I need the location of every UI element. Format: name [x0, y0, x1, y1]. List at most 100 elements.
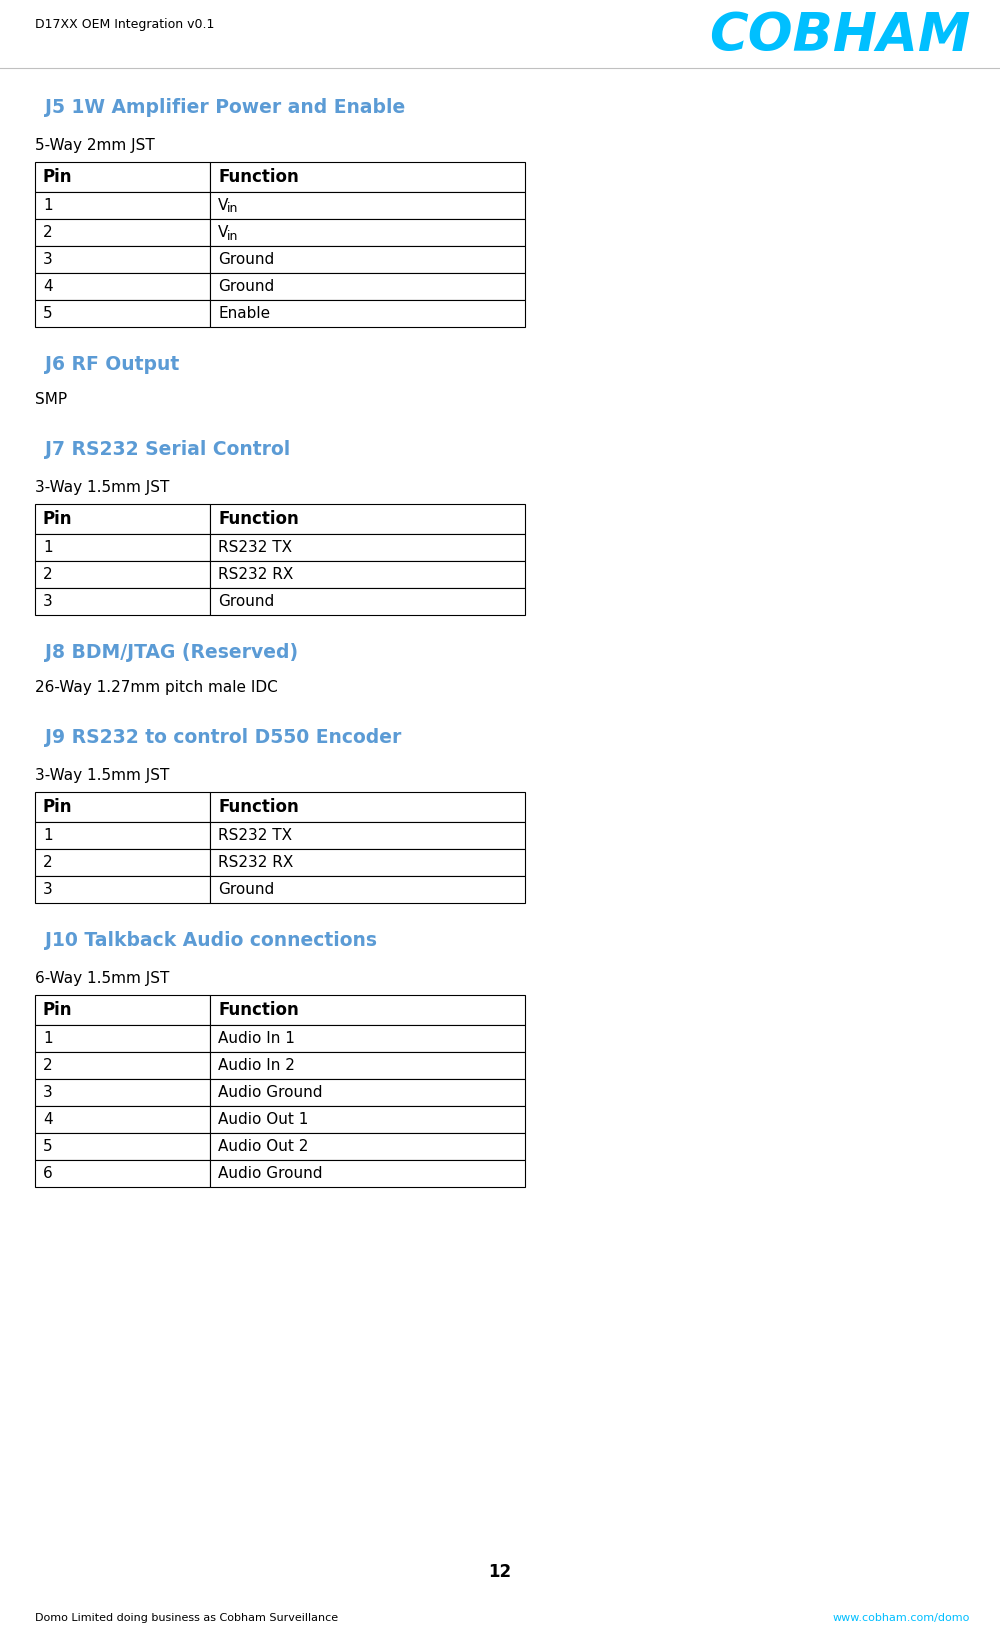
- Text: Function: Function: [218, 1001, 299, 1019]
- Text: 6: 6: [43, 1166, 53, 1180]
- Text: J5 1W Amplifier Power and Enable: J5 1W Amplifier Power and Enable: [45, 99, 405, 117]
- Bar: [210, 822, 525, 848]
- Text: 4: 4: [43, 279, 53, 294]
- Text: 5: 5: [43, 306, 53, 321]
- Bar: [210, 1024, 525, 1052]
- Bar: [210, 505, 525, 534]
- Bar: [210, 1078, 525, 1106]
- Text: Pin: Pin: [43, 1001, 72, 1019]
- Text: in: in: [227, 202, 238, 215]
- Bar: [35, 534, 210, 561]
- Text: RS232 RX: RS232 RX: [218, 855, 293, 870]
- Text: Ground: Ground: [218, 279, 274, 294]
- Text: 2: 2: [43, 855, 53, 870]
- Text: Function: Function: [218, 510, 299, 528]
- Text: Audio Ground: Audio Ground: [218, 1166, 322, 1180]
- Text: Audio In 2: Audio In 2: [218, 1059, 295, 1074]
- Text: J9 RS232 to control D550 Encoder: J9 RS232 to control D550 Encoder: [45, 728, 401, 746]
- Text: Enable: Enable: [218, 306, 270, 321]
- Text: Audio In 1: Audio In 1: [218, 1031, 295, 1046]
- Bar: [35, 876, 210, 903]
- Bar: [210, 792, 525, 822]
- Text: www.cobham.com/domo: www.cobham.com/domo: [833, 1613, 970, 1623]
- Bar: [35, 1024, 210, 1052]
- Text: D17XX OEM Integration v0.1: D17XX OEM Integration v0.1: [35, 18, 214, 31]
- Text: J10 Talkback Audio connections: J10 Talkback Audio connections: [45, 931, 377, 950]
- Bar: [35, 1106, 210, 1133]
- Bar: [35, 589, 210, 615]
- Text: V: V: [218, 197, 228, 214]
- Text: Audio Ground: Audio Ground: [218, 1085, 322, 1100]
- Bar: [210, 247, 525, 273]
- Text: 1: 1: [43, 1031, 53, 1046]
- Text: 12: 12: [488, 1563, 512, 1582]
- Bar: [210, 299, 525, 327]
- Text: J7 RS232 Serial Control: J7 RS232 Serial Control: [45, 441, 290, 459]
- Text: 2: 2: [43, 1059, 53, 1074]
- Bar: [210, 534, 525, 561]
- Text: Function: Function: [218, 168, 299, 186]
- Bar: [210, 848, 525, 876]
- Bar: [35, 505, 210, 534]
- Bar: [210, 1106, 525, 1133]
- Text: 5-Way 2mm JST: 5-Way 2mm JST: [35, 138, 155, 153]
- Bar: [35, 1052, 210, 1078]
- Text: 26-Way 1.27mm pitch male IDC: 26-Way 1.27mm pitch male IDC: [35, 681, 278, 695]
- Text: SMP: SMP: [35, 391, 67, 408]
- Bar: [210, 1052, 525, 1078]
- Bar: [210, 876, 525, 903]
- Text: Pin: Pin: [43, 510, 72, 528]
- Text: Pin: Pin: [43, 797, 72, 815]
- Text: 1: 1: [43, 829, 53, 843]
- Text: RS232 RX: RS232 RX: [218, 567, 293, 582]
- Bar: [35, 299, 210, 327]
- Text: J6 RF Output: J6 RF Output: [45, 355, 179, 373]
- Text: Audio Out 2: Audio Out 2: [218, 1139, 308, 1154]
- Bar: [210, 273, 525, 299]
- Bar: [210, 1161, 525, 1187]
- Text: in: in: [227, 230, 238, 243]
- Text: 2: 2: [43, 225, 53, 240]
- Text: 2: 2: [43, 567, 53, 582]
- Text: 1: 1: [43, 539, 53, 556]
- Bar: [35, 792, 210, 822]
- Bar: [35, 1161, 210, 1187]
- Text: Audio Out 1: Audio Out 1: [218, 1111, 308, 1128]
- Text: Function: Function: [218, 797, 299, 815]
- Text: 4: 4: [43, 1111, 53, 1128]
- Text: 1: 1: [43, 197, 53, 214]
- Bar: [210, 561, 525, 589]
- Bar: [210, 1133, 525, 1161]
- Bar: [210, 163, 525, 192]
- Text: RS232 TX: RS232 TX: [218, 539, 292, 556]
- Text: Domo Limited doing business as Cobham Surveillance: Domo Limited doing business as Cobham Su…: [35, 1613, 338, 1623]
- Bar: [35, 561, 210, 589]
- Bar: [35, 219, 210, 247]
- Text: 3: 3: [43, 252, 53, 266]
- Text: Ground: Ground: [218, 252, 274, 266]
- Bar: [210, 995, 525, 1024]
- Text: 3: 3: [43, 881, 53, 898]
- Bar: [35, 163, 210, 192]
- Bar: [35, 192, 210, 219]
- Bar: [210, 192, 525, 219]
- Bar: [35, 273, 210, 299]
- Text: RS232 TX: RS232 TX: [218, 829, 292, 843]
- Bar: [35, 1133, 210, 1161]
- Text: 3: 3: [43, 1085, 53, 1100]
- Bar: [35, 848, 210, 876]
- Text: Ground: Ground: [218, 593, 274, 608]
- Bar: [35, 822, 210, 848]
- Text: 6-Way 1.5mm JST: 6-Way 1.5mm JST: [35, 972, 169, 986]
- Text: 3-Way 1.5mm JST: 3-Way 1.5mm JST: [35, 480, 169, 495]
- Text: V: V: [218, 225, 228, 240]
- Bar: [35, 247, 210, 273]
- Bar: [210, 589, 525, 615]
- Text: J8 BDM/JTAG (Reserved): J8 BDM/JTAG (Reserved): [45, 643, 298, 663]
- Text: 3: 3: [43, 593, 53, 608]
- Text: Pin: Pin: [43, 168, 72, 186]
- Text: 5: 5: [43, 1139, 53, 1154]
- Text: COBHAM: COBHAM: [709, 10, 970, 62]
- Text: Ground: Ground: [218, 881, 274, 898]
- Text: 3-Way 1.5mm JST: 3-Way 1.5mm JST: [35, 768, 169, 783]
